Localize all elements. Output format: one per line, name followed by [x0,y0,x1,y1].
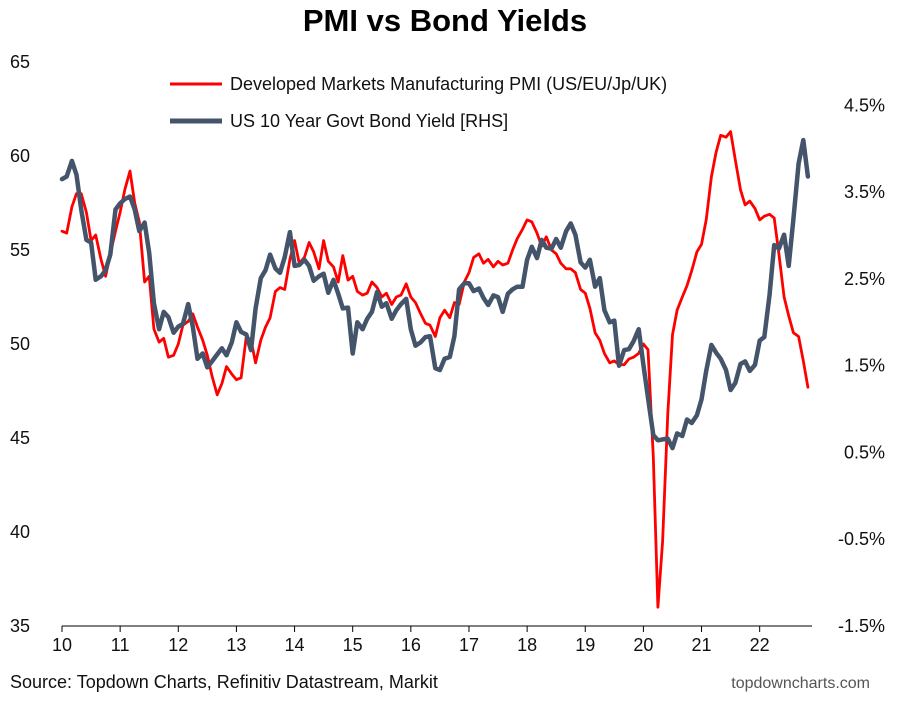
series-line-pmi [60,130,810,609]
left-tick-label: 45 [10,428,30,448]
x-tick-label: 21 [692,635,712,655]
x-tick-label: 15 [343,635,363,655]
left-tick-label: 35 [10,616,30,636]
right-tick-label: 0.5% [844,442,885,462]
series-line-bond-yield [59,137,811,451]
legend-label-pmi: Developed Markets Manufacturing PMI (US/… [230,74,667,94]
right-tick-label: 3.5% [844,182,885,202]
x-tick-label: 22 [750,635,770,655]
left-tick-label: 55 [10,240,30,260]
right-tick-label: -1.5% [838,616,885,636]
x-tick-label: 14 [285,635,305,655]
right-axis-ticks: 4.5% 3.5% 2.5% 1.5% 0.5% -0.5% -1.5% [838,95,885,636]
x-tick-label: 20 [633,635,653,655]
chart-title: PMI vs Bond Yields [303,3,587,38]
x-tick-label: 12 [168,635,188,655]
series-layer [59,130,811,609]
left-tick-label: 65 [10,52,30,72]
right-tick-label: 4.5% [844,95,885,115]
x-tick-label: 17 [459,635,479,655]
right-tick-label: -0.5% [838,529,885,549]
x-tick-label: 16 [401,635,421,655]
right-tick-label: 2.5% [844,269,885,289]
x-axis-ticks: 10 11 12 13 14 15 16 17 18 19 20 21 22 [52,626,770,655]
x-tick-label: 11 [111,635,130,655]
x-tick-label: 19 [575,635,595,655]
source-note: Source: Topdown Charts, Refinitiv Datast… [10,672,438,692]
x-tick-label: 10 [52,635,72,655]
left-tick-label: 50 [10,334,30,354]
legend: Developed Markets Manufacturing PMI (US/… [170,74,667,131]
x-tick-label: 13 [226,635,246,655]
right-tick-label: 1.5% [844,356,885,376]
x-tick-label: 18 [517,635,537,655]
left-tick-label: 40 [10,522,30,542]
legend-label-yield: US 10 Year Govt Bond Yield [RHS] [230,111,508,131]
left-tick-label: 60 [10,146,30,166]
left-axis-ticks: 65 60 55 50 45 40 35 [10,52,30,636]
brand-watermark: topdowncharts.com [731,675,870,692]
